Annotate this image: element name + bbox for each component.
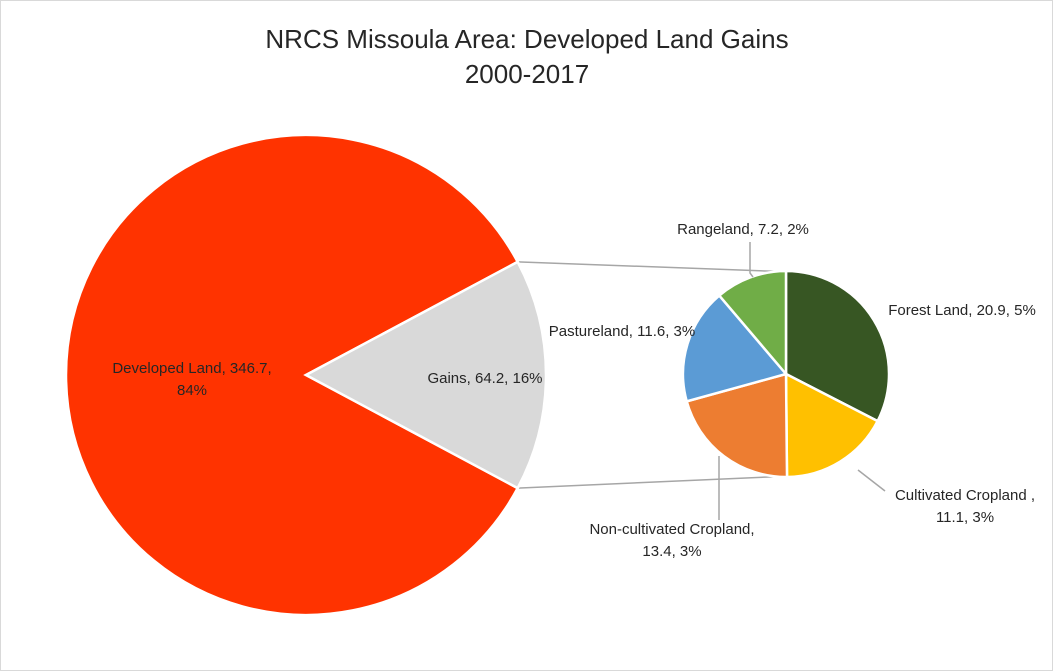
chart-title-line1: NRCS Missoula Area: Developed Land Gains [265, 24, 788, 54]
data-label-developed-line1: Developed Land, 346.7, [112, 360, 271, 377]
leader-line-rangeland [749, 242, 754, 278]
secondary-pie [681, 269, 891, 479]
data-label-cultivated-line2: 11.1, 3% [936, 509, 994, 526]
data-label-pastureland: Pastureland, 11.6, 3% [549, 323, 695, 340]
data-label-gains: Gains, 64.2, 16% [427, 370, 542, 387]
data-label-forest-land: Forest Land, 20.9, 5% [888, 302, 1036, 319]
slice-forest-land [784, 269, 891, 423]
data-label-developed-line2: 84% [177, 382, 207, 399]
main-pie [64, 133, 548, 617]
slice-rangeland [717, 269, 788, 378]
slice-cultivated-cropland [784, 371, 880, 479]
slice-non-cultivated-cropland [685, 372, 789, 479]
connector-lines [517, 261, 781, 489]
data-label-rangeland: Rangeland, 7.2, 2% [677, 221, 809, 238]
leader-lines [718, 242, 886, 520]
data-label-cultivated-line1: Cultivated Cropland , [895, 487, 1035, 504]
data-label-noncultivated-line2: 13.4, 3% [642, 543, 701, 560]
connector-line-bottom [517, 475, 781, 489]
slice-developed-land [64, 133, 520, 617]
data-label-noncultivated-line1: Non-cultivated Cropland, [589, 521, 754, 538]
slice-pastureland [681, 293, 789, 403]
leader-line-cultivated-cropland [857, 469, 886, 492]
chart-title-line2: 2000-2017 [465, 59, 589, 89]
slice-gains [303, 260, 548, 490]
connector-line-top [517, 261, 781, 273]
